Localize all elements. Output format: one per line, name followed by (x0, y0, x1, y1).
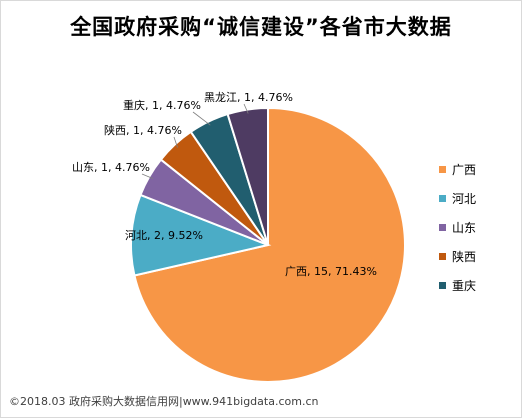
footer-credit: ©2018.03 政府采购大数据信用网|www.941bigdata.com.c… (9, 395, 319, 408)
pie-slice (130, 193, 272, 277)
leader-line (173, 136, 178, 148)
legend-label: 重庆 (452, 278, 477, 293)
legend-swatch (439, 252, 446, 260)
pie-slices (130, 106, 406, 383)
data-label: 重庆, 1, 4.76% (123, 98, 201, 112)
legend-item-chongqing: 重庆 (439, 275, 519, 295)
data-labels: 广西, 15, 71.43% 河北, 2, 9.52% 山东, 1, 4.76% 陕西… (72, 91, 377, 278)
legend-swatch (439, 165, 446, 173)
legend-item-guangxi: 广西 (439, 159, 519, 179)
legend: 广西 河北 山东 陕西 重庆 (439, 159, 519, 304)
legend-label: 广西 (452, 162, 477, 177)
leader-line (192, 111, 211, 126)
data-label: 山东, 1, 4.76% (72, 161, 150, 174)
leader-line (243, 103, 249, 114)
legend-label: 陕西 (452, 249, 477, 264)
leader-line (141, 173, 153, 179)
pie-slice (226, 106, 269, 246)
legend-item-shaanxi: 陕西 (439, 246, 519, 266)
label-leader-lines (141, 103, 249, 179)
data-label: 陕西, 1, 4.76% (104, 123, 182, 137)
legend-swatch (439, 281, 446, 289)
legend-item-hebei: 河北 (439, 188, 519, 208)
chart-title: 全国政府采购“诚信建设”各省市大数据 (70, 15, 452, 39)
legend-label: 河北 (452, 191, 477, 206)
data-label: 河北, 2, 9.52% (125, 229, 203, 242)
legend-swatch (439, 223, 446, 231)
legend-swatch (439, 194, 446, 202)
data-label: 广西, 15, 71.43% (285, 265, 377, 278)
legend-label: 山东 (452, 220, 477, 235)
legend-item-shandong: 山东 (439, 217, 519, 237)
data-label: 黑龙江, 1, 4.76% (204, 91, 293, 104)
